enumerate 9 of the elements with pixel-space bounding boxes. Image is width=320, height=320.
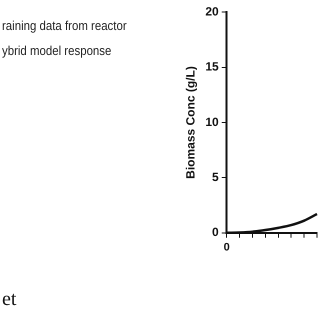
y-axis-title: Biomass Conc (g/L)	[184, 66, 198, 179]
text: raining data from reactor	[2, 18, 127, 33]
y-tick-label: 20	[205, 4, 220, 19]
y-tick-label: 5	[212, 170, 220, 184]
y-tick-label: 15	[205, 60, 220, 74]
y-tick-label: 0	[212, 225, 220, 240]
text: ybrid model response	[2, 43, 112, 58]
text: et	[2, 288, 16, 311]
y-tick-label: 10	[205, 114, 220, 129]
